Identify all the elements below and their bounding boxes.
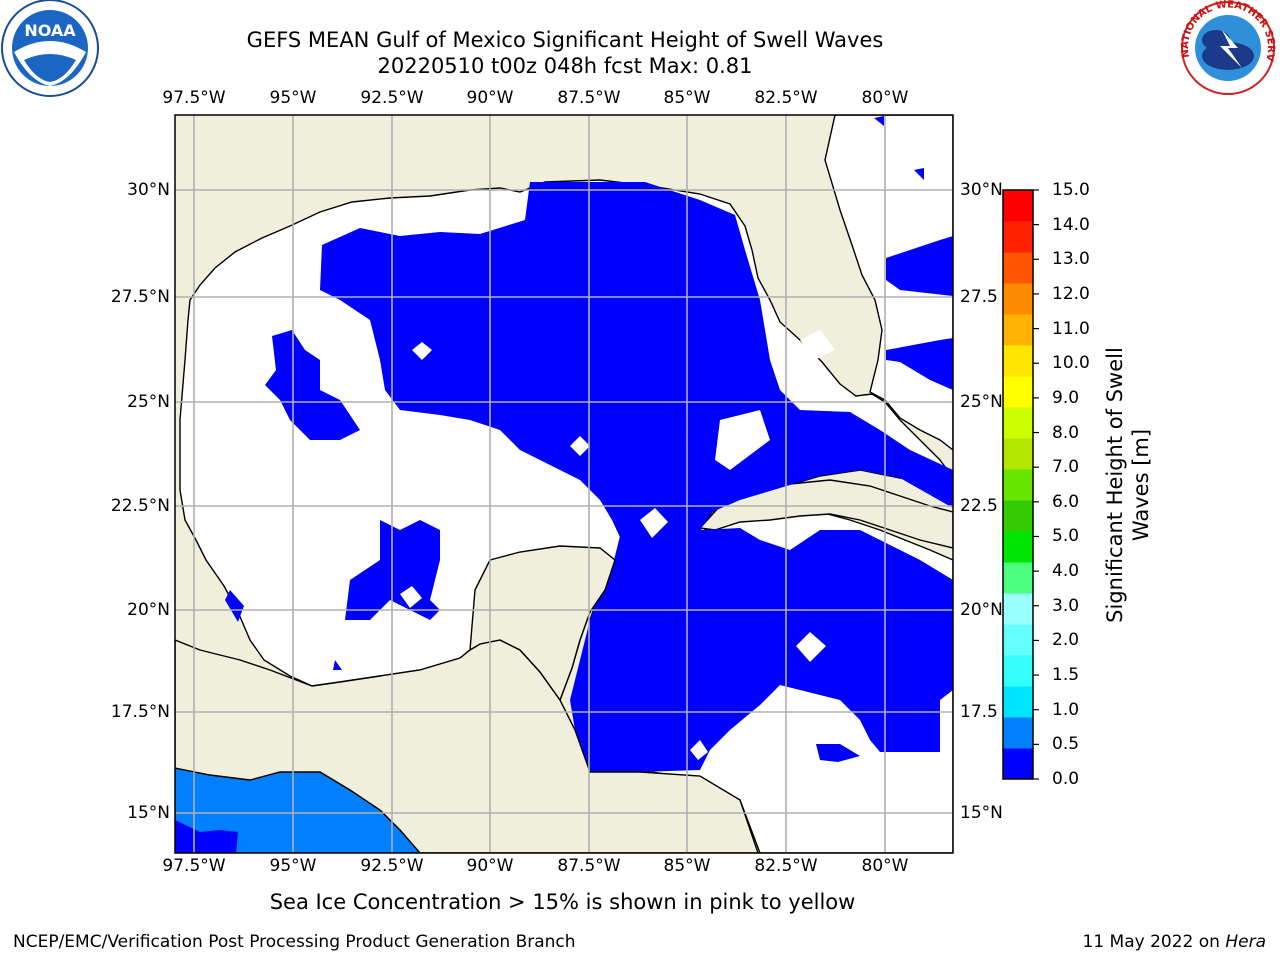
gridlines (175, 115, 953, 853)
colorbar-tick-label: 15.0 (1052, 180, 1090, 200)
footer-date: 11 May 2022 on Hera (1083, 932, 1267, 952)
lon-tick-label: 85°W (663, 856, 711, 876)
lat-tick-label: 30°N (960, 180, 1003, 200)
central-america-land (175, 639, 759, 853)
swell-field-holes (400, 330, 835, 760)
colorbar-segment (1003, 438, 1033, 470)
colorbar-tick-label: 4.0 (1052, 561, 1080, 582)
colorbar-segment (1003, 500, 1033, 532)
colorbar-segment (1003, 531, 1033, 563)
colorbar-label: Significant Height of Swell Waves [m] (1103, 347, 1153, 623)
colorbar-tick-label: 2.0 (1052, 630, 1080, 651)
footer-host: Hera (1225, 932, 1266, 952)
lat-tick-label: 15°N (960, 803, 1003, 823)
colorbar-segment (1003, 748, 1033, 780)
colorbar (1002, 189, 1039, 780)
colorbar-tick-label: 0.0 (1052, 769, 1080, 789)
lat-tick-label: 27.5°N (110, 287, 170, 307)
lon-tick-label: 87.5°W (557, 88, 621, 108)
lon-tick-label: 90°W (466, 856, 514, 876)
lon-tick-label: 97.5°W (162, 856, 226, 876)
lon-tick-label: 97.5°W (162, 88, 226, 108)
lon-tick-label: 80°W (861, 88, 909, 108)
colorbar-tick-label: 6.0 (1052, 491, 1080, 512)
map-area (175, 115, 953, 853)
lat-tick-label: 17.5°N (110, 702, 170, 722)
lat-tick-label: 22.5°N (110, 496, 170, 516)
lon-tick-label: 95°W (269, 856, 317, 876)
lat-tick-label: 25°N (127, 392, 170, 412)
colorbar-segment (1003, 283, 1033, 315)
lon-tick-label: 82.5°W (754, 856, 818, 876)
noaa-logo-text: NOAA (24, 21, 76, 40)
plot-subtitle: 20220510 t00z 048h fcst Max: 0.81 (377, 54, 753, 78)
colorbar-segment (1003, 190, 1033, 222)
colorbar-tick-label: 1.5 (1052, 665, 1080, 686)
colorbar-segment (1003, 593, 1033, 625)
noaa-logo: NOAA (1, 0, 99, 97)
lat-tick-label: 17.5 (960, 702, 998, 722)
colorbar-tick-label: 7.0 (1052, 457, 1080, 478)
colorbar-tick-label: 1.0 (1052, 699, 1080, 720)
colorbar-segment (1003, 345, 1033, 377)
lat-tick-label: 22.5 (960, 496, 998, 516)
lon-tick-label: 90°W (466, 88, 514, 108)
colorbar-tick-label: 3.0 (1052, 595, 1080, 616)
footer-credit: NCEP/EMC/Verification Post Processing Pr… (13, 932, 576, 952)
colorbar-tick-label: 0.5 (1052, 734, 1080, 755)
colorbar-tick-label: 5.0 (1052, 526, 1080, 547)
colorbar-segment (1003, 655, 1033, 687)
caption: Sea Ice Concentration > 15% is shown in … (269, 890, 856, 914)
colorbar-segment (1003, 624, 1033, 656)
colorbar-tick-label: 9.0 (1052, 387, 1080, 408)
colorbar-frame (1002, 189, 1034, 780)
lon-tick-label: 92.5°W (360, 856, 424, 876)
colorbar-tick-label: 8.0 (1052, 422, 1080, 443)
lat-tick-label: 30°N (127, 180, 170, 200)
pacific-water-low (175, 820, 238, 853)
footer-date-text: 11 May 2022 on (1082, 932, 1220, 952)
colorbar-segment (1003, 562, 1033, 594)
lon-tick-label: 80°W (861, 856, 909, 876)
colorbar-segment (1003, 376, 1033, 408)
colorbar-segment (1003, 407, 1033, 439)
colorbar-tick-label: 11.0 (1052, 318, 1090, 339)
colorbar-segment (1003, 686, 1033, 718)
lon-tick-label: 87.5°W (557, 856, 621, 876)
colorbar-tick-label: 14.0 (1052, 214, 1090, 235)
yucatan-land (469, 545, 616, 702)
colorbar-segment (1003, 252, 1033, 284)
colorbar-segment (1003, 469, 1033, 501)
lon-tick-label: 95°W (269, 88, 317, 108)
lat-tick-label: 20°N (960, 600, 1003, 620)
colorbar-tick-label: 13.0 (1052, 249, 1090, 270)
colorbar-tick-label: 10.0 (1052, 353, 1090, 374)
lat-tick-label: 20°N (127, 600, 170, 620)
plot-title: GEFS MEAN Gulf of Mexico Significant Hei… (246, 28, 884, 52)
colorbar-segment (1003, 314, 1033, 346)
nws-logo: NATIONAL WEATHER SERVICE (0, 0, 1276, 95)
lat-tick-label: 27.5 (960, 287, 998, 307)
colorbar-tick-label: 12.0 (1052, 283, 1090, 304)
nws-logo-text: NATIONAL WEATHER SERVICE (0, 0, 1276, 62)
map-frame (174, 114, 954, 854)
lat-tick-label: 25°N (960, 392, 1003, 412)
colorbar-segment (1003, 717, 1033, 749)
lon-tick-label: 82.5°W (754, 88, 818, 108)
swell-field-low (225, 116, 953, 772)
lon-tick-label: 85°W (663, 88, 711, 108)
colorbar-segment (1003, 221, 1033, 253)
lon-tick-label: 92.5°W (360, 88, 424, 108)
lat-tick-label: 15°N (127, 803, 170, 823)
